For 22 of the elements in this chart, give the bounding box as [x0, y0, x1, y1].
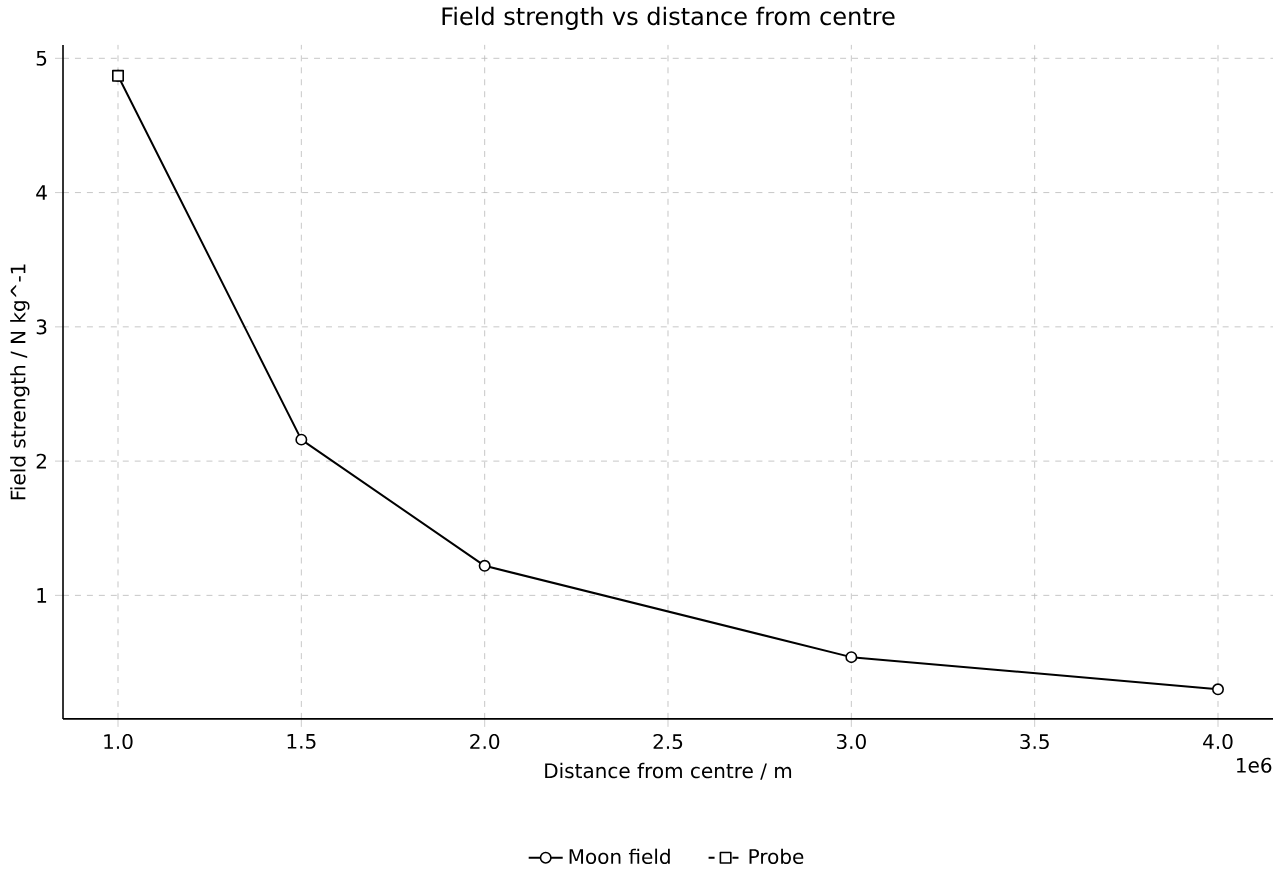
- x-tick-label: 2.5: [653, 734, 683, 750]
- y-tick-label: 5: [36, 50, 47, 66]
- x-tick-label: 2.0: [470, 734, 500, 750]
- x-axis-title: Distance from centre / m: [545, 762, 792, 780]
- y-tick-label: 2: [36, 453, 46, 469]
- legend-label: Probe: [749, 848, 804, 865]
- x-tick-label: 3.5: [1020, 734, 1049, 750]
- text: 1e6: [1237, 757, 1272, 773]
- point: [295, 433, 308, 446]
- point: [845, 651, 858, 664]
- legend-label: Moon field: [569, 848, 670, 865]
- x-tick-label: 1.5: [287, 733, 316, 749]
- y-tick-label: 3: [36, 319, 47, 335]
- point: [1212, 683, 1224, 696]
- point: [478, 559, 491, 572]
- y-tick-label: 4: [36, 185, 47, 200]
- x-tick-label: 3.0: [836, 734, 866, 750]
- chart-title: Field strength vs distance from centre: [442, 6, 895, 30]
- y-axis-title: Field strength / N kg^-1: [10, 264, 30, 500]
- y-tick-label: 1: [37, 588, 47, 603]
- x-tick-label: 4.0: [1203, 734, 1233, 750]
- x-tick-label: 1.0: [104, 734, 133, 750]
